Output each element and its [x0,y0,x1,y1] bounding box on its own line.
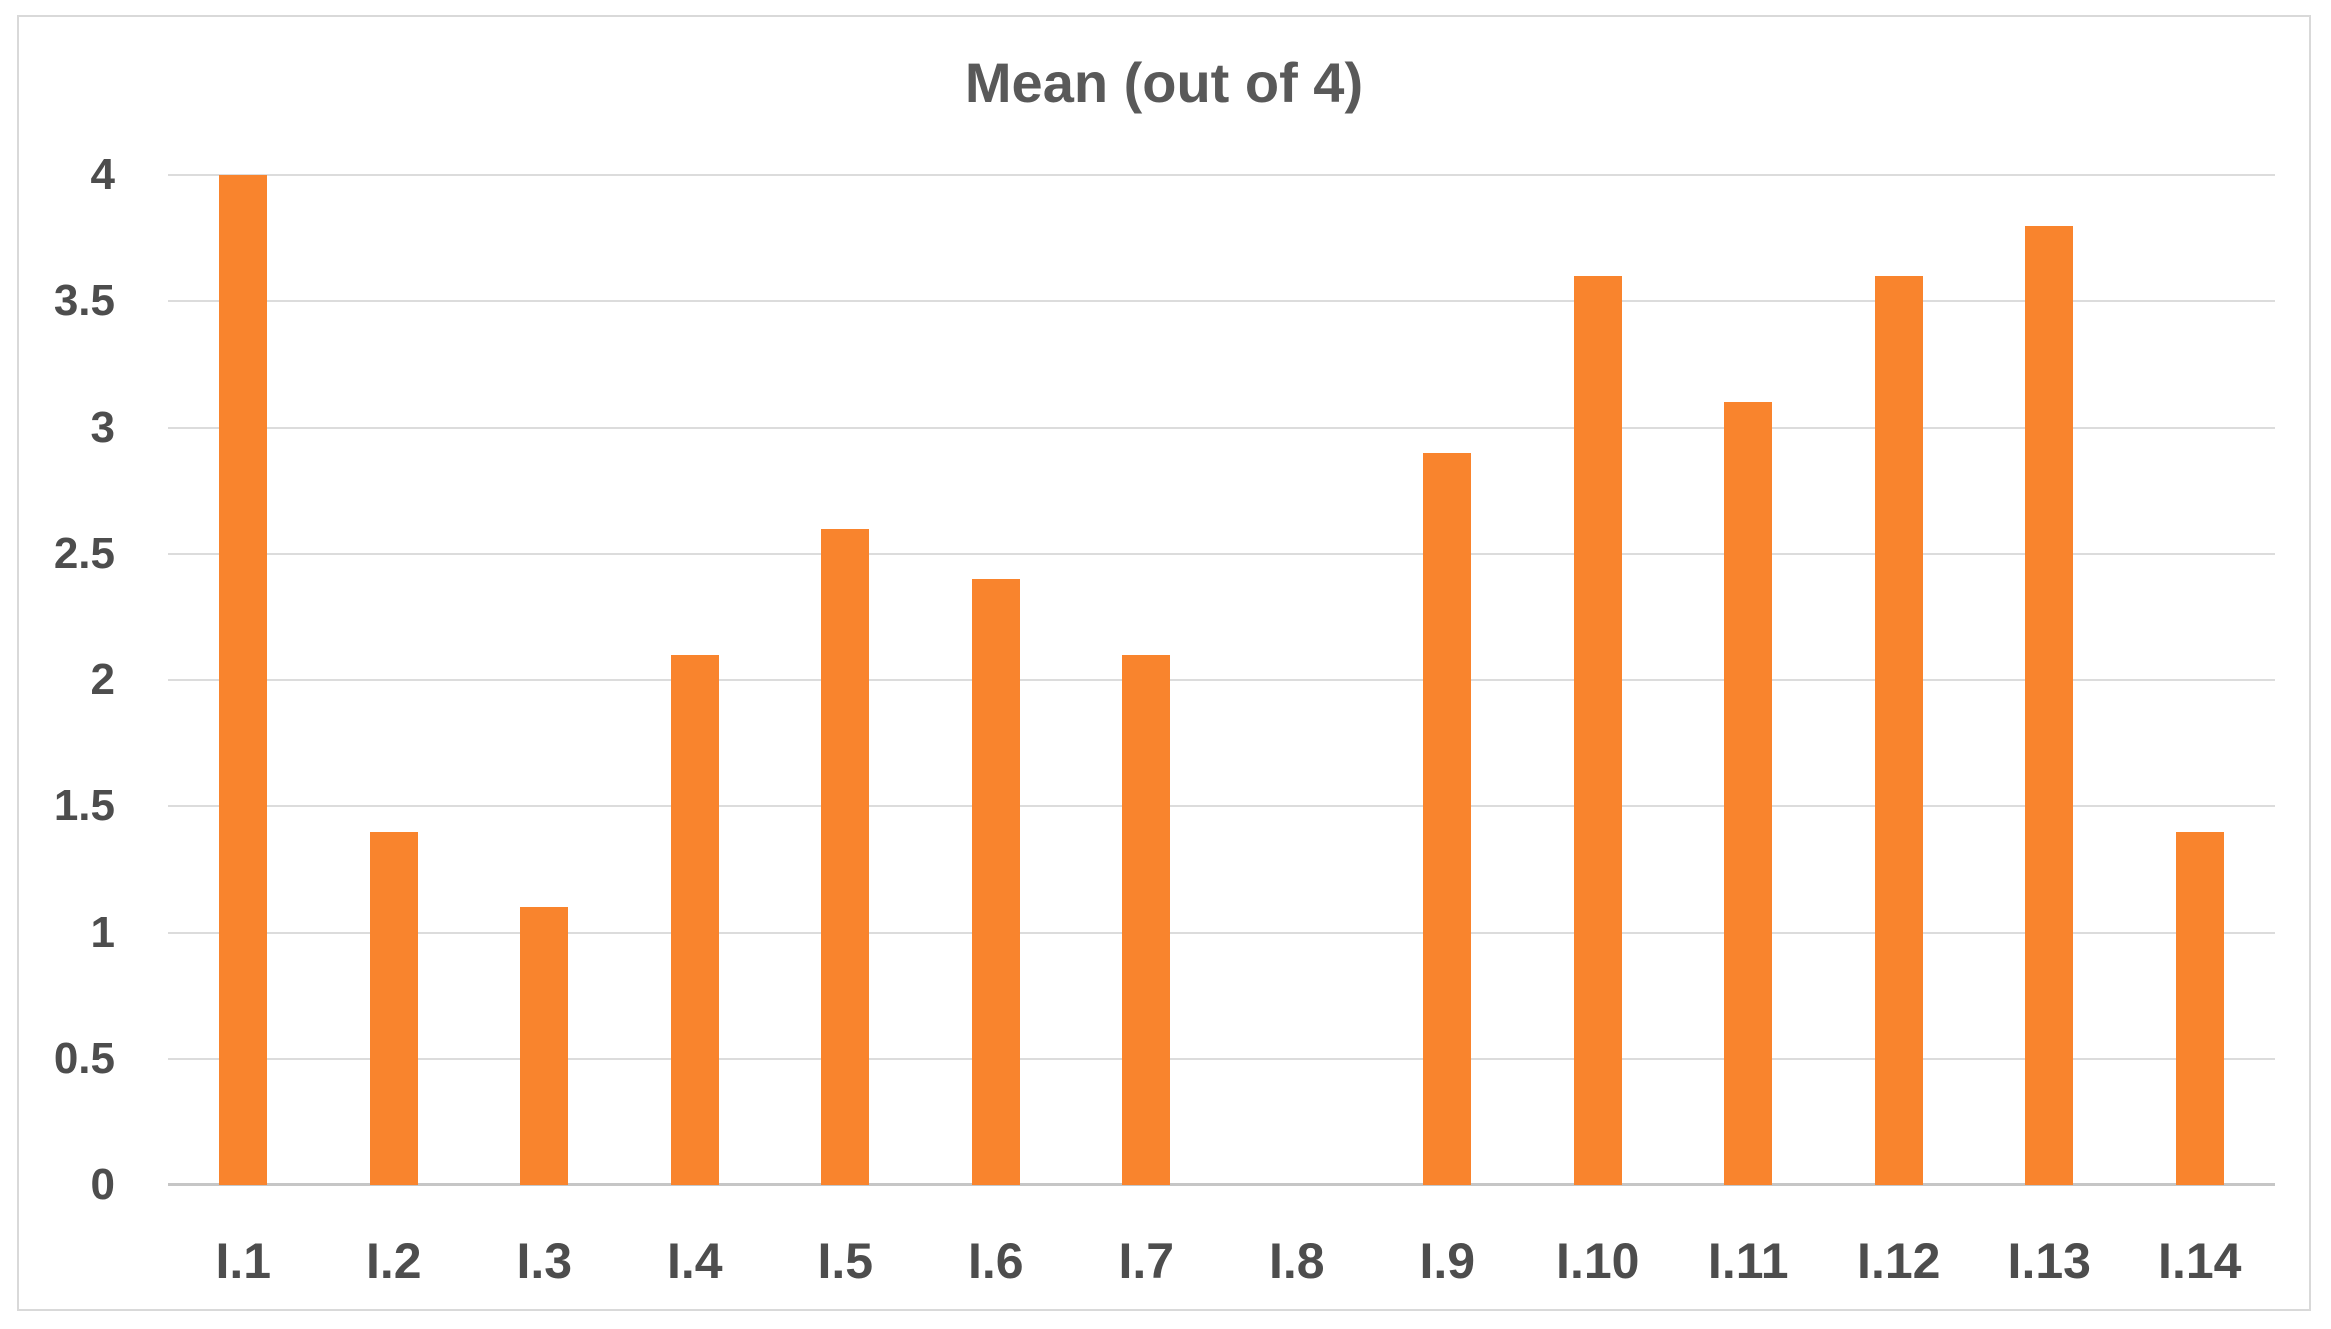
bar-I.14 [2175,831,2224,1185]
y-axis-tick-label-1.5: 1.5 [53,781,115,831]
chart-title: Mean (out of 4) [964,51,1364,114]
x-axis-label-I.12: I.12 [1857,1233,1941,1289]
x-axis-label-I.4: I.4 [666,1233,723,1289]
x-axis-label-I.3: I.3 [516,1233,573,1289]
x-axis-label-I.8: I.8 [1268,1233,1325,1289]
bar-I.6 [971,579,1020,1185]
x-axis-label-I.10: I.10 [1556,1233,1640,1289]
gridline-y-3 [168,426,2275,429]
y-axis-tick-label-0.5: 0.5 [53,1033,115,1083]
y-axis-tick-label-1: 1 [90,907,115,957]
gridline-y-2.5 [168,552,2275,555]
x-axis-label-I.9: I.9 [1419,1233,1476,1289]
x-axis-line [168,1183,2275,1186]
x-axis-label-I.5: I.5 [817,1233,874,1289]
bar-I.3 [520,907,569,1185]
y-axis-tick-label-2.5: 2.5 [53,528,115,578]
bar-I.5 [821,528,870,1185]
x-axis-label-I.2: I.2 [365,1233,422,1289]
x-axis-label-I.1: I.1 [215,1233,272,1289]
x-axis-label-I.13: I.13 [2007,1233,2091,1289]
y-axis-tick-label-4: 4 [90,150,115,199]
y-axis-tick-label-3: 3 [90,402,115,452]
gridline-y-0.5 [168,1057,2275,1060]
y-axis-tick-label-0: 0 [90,1160,115,1209]
gridline-y-4 [168,174,2275,176]
bar-I.4 [670,654,719,1185]
y-axis-tick-label-3.5: 3.5 [53,276,115,326]
gridline-y-2 [168,679,2275,681]
gridline-y-1.5 [168,805,2275,808]
bar-I.11 [1724,402,1773,1185]
x-axis-label-I.6: I.6 [967,1233,1024,1289]
gridline-y-1 [168,931,2275,934]
x-axis-label-I.14: I.14 [2158,1233,2242,1289]
bar-I.1 [219,175,268,1185]
chart-frame: Mean (out of 4) 0 0.5 1 1.5 2 2.5 3 3.5 4 I.1 I.2… [17,15,2311,1311]
gridline-y-3.5 [168,300,2275,303]
plot-area [168,174,2275,1186]
bar-I.2 [369,831,418,1185]
y-axis-tick-label-2: 2 [90,655,115,704]
x-axis-label-I.11: I.11 [1707,1233,1789,1289]
x-axis-label-I.7: I.7 [1118,1233,1175,1289]
bar-I.10 [1573,276,1622,1185]
bar-I.12 [1874,276,1923,1185]
bar-I.9 [1423,452,1472,1185]
bar-I.13 [2025,225,2074,1185]
bar-I.7 [1122,654,1171,1185]
